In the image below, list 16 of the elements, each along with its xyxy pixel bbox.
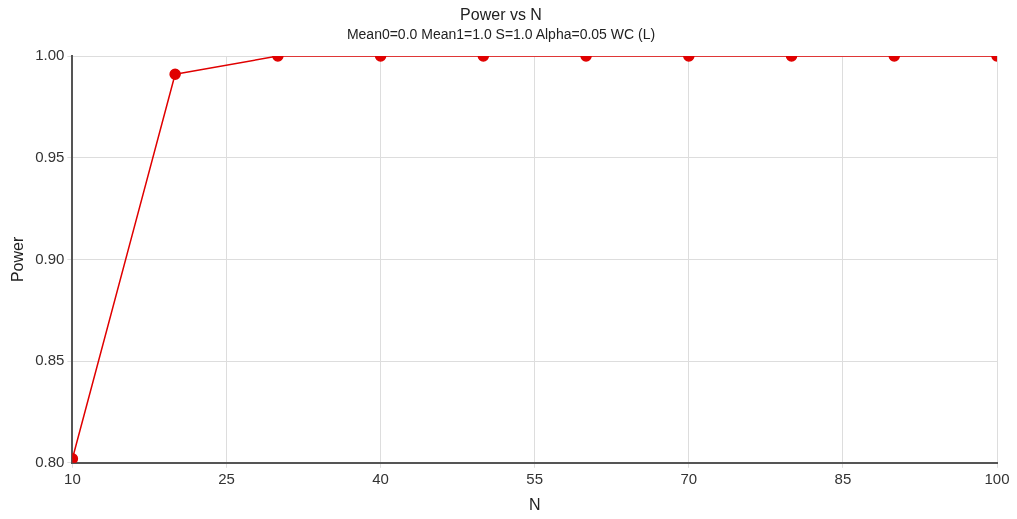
x-tick-label: 70 (680, 469, 698, 487)
chart-subtitle: Mean0=0.0 Mean1=1.0 S=1.0 Alpha=0.05 WC (L) (346, 26, 656, 43)
x-tick-label: 10 (64, 469, 81, 487)
y-tick-label: 1.00 (35, 46, 65, 64)
x-tick-label: 100 (984, 469, 1010, 487)
y-tick-label: 0.95 (35, 147, 65, 165)
x-axis-title: N (528, 495, 541, 513)
x-tick-label: 25 (218, 469, 235, 487)
y-tick-label: 0.90 (35, 249, 65, 267)
x-tick-label: 85 (834, 469, 852, 487)
y-axis-title: Power (9, 236, 27, 283)
y-tick-label: 0.85 (35, 351, 65, 369)
x-tick-label: 55 (526, 469, 544, 487)
y-tick-label: 0.80 (35, 452, 65, 470)
x-tick-label: 40 (372, 469, 389, 487)
chart-title: Power vs N (460, 6, 542, 24)
